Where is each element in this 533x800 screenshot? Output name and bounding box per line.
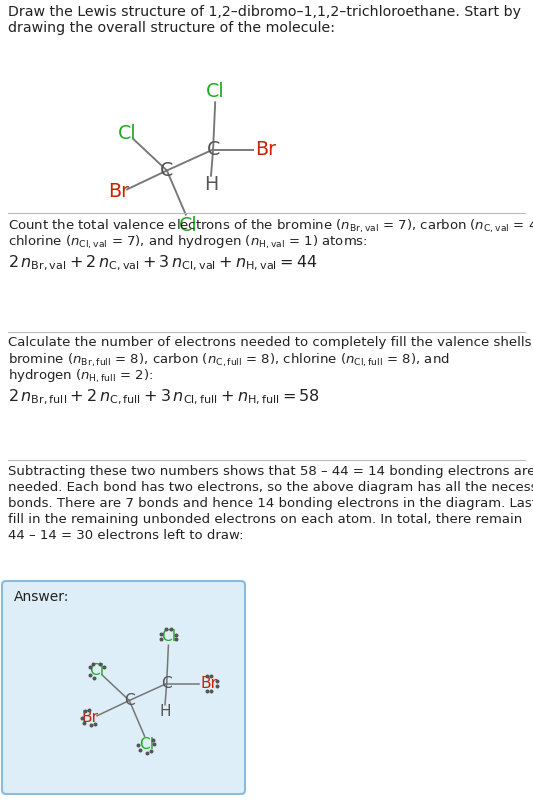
Text: Answer:: Answer: <box>14 590 69 604</box>
Text: C: C <box>160 161 174 180</box>
Text: H: H <box>159 704 171 719</box>
FancyBboxPatch shape <box>2 581 245 794</box>
Text: Draw the Lewis structure of 1,2–dibromo–1,1,2–trichloroethane. Start by: Draw the Lewis structure of 1,2–dibromo–… <box>8 5 521 19</box>
Text: Count the total valence electrons of the bromine ($n_{\mathregular{Br,val}}$ = 7: Count the total valence electrons of the… <box>8 218 533 235</box>
Text: Cl: Cl <box>139 738 154 752</box>
Text: Cl: Cl <box>161 630 176 644</box>
Text: Cl: Cl <box>118 124 136 143</box>
Text: Calculate the number of electrons needed to completely fill the valence shells f: Calculate the number of electrons needed… <box>8 336 533 349</box>
Text: fill in the remaining unbonded electrons on each atom. In total, there remain: fill in the remaining unbonded electrons… <box>8 513 522 526</box>
Text: chlorine ($n_{\mathregular{Cl,val}}$ = 7), and hydrogen ($n_{\mathregular{H,val}: chlorine ($n_{\mathregular{Cl,val}}$ = 7… <box>8 234 368 251</box>
Text: Cl: Cl <box>179 215 197 234</box>
Text: C: C <box>124 693 135 708</box>
Text: Subtracting these two numbers shows that 58 – 44 = 14 bonding electrons are: Subtracting these two numbers shows that… <box>8 465 533 478</box>
Text: Cl: Cl <box>206 82 224 102</box>
Text: needed. Each bond has two electrons, so the above diagram has all the necessary: needed. Each bond has two electrons, so … <box>8 481 533 494</box>
Text: hydrogen ($n_{\mathregular{H,full}}$ = 2):: hydrogen ($n_{\mathregular{H,full}}$ = 2… <box>8 368 154 385</box>
Text: $2\,n_{\mathregular{Br,val}} + 2\,n_{\mathregular{C,val}} + 3\,n_{\mathregular{C: $2\,n_{\mathregular{Br,val}} + 2\,n_{\ma… <box>8 254 318 274</box>
Text: Br: Br <box>255 140 276 159</box>
Text: Cl: Cl <box>90 663 104 678</box>
Text: drawing the overall structure of the molecule:: drawing the overall structure of the mol… <box>8 21 335 35</box>
Text: Br: Br <box>82 710 99 725</box>
Text: H: H <box>204 174 218 194</box>
Text: bonds. There are 7 bonds and hence 14 bonding electrons in the diagram. Lastly,: bonds. There are 7 bonds and hence 14 bo… <box>8 497 533 510</box>
Text: C: C <box>161 676 172 691</box>
Text: bromine ($n_{\mathregular{Br,full}}$ = 8), carbon ($n_{\mathregular{C,full}}$ = : bromine ($n_{\mathregular{Br,full}}$ = 8… <box>8 352 450 370</box>
Text: $2\,n_{\mathregular{Br,full}} + 2\,n_{\mathregular{C,full}} + 3\,n_{\mathregular: $2\,n_{\mathregular{Br,full}} + 2\,n_{\m… <box>8 388 320 407</box>
Text: Br: Br <box>108 182 129 201</box>
Text: C: C <box>206 140 220 159</box>
Text: Br: Br <box>201 676 217 691</box>
Text: 44 – 14 = 30 electrons left to draw:: 44 – 14 = 30 electrons left to draw: <box>8 529 244 542</box>
